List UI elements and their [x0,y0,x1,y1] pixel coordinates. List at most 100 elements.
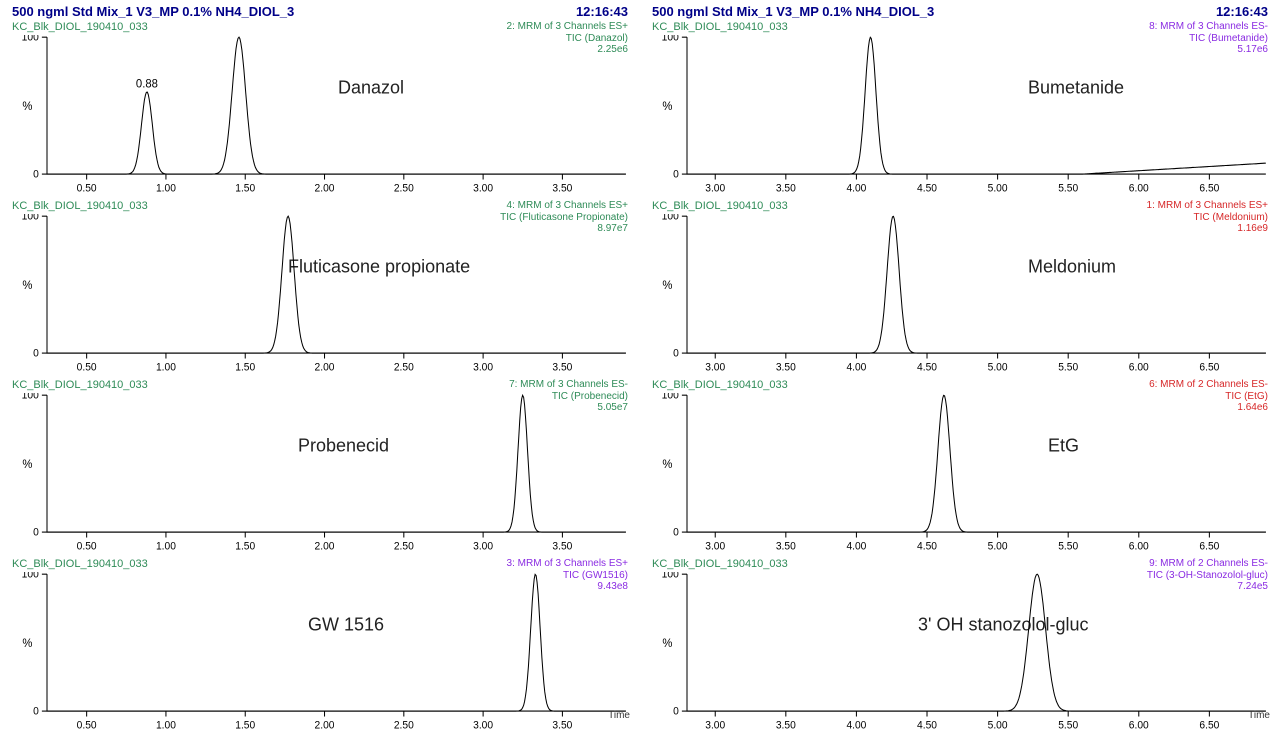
svg-text:5.50: 5.50 [1058,540,1078,552]
chromatogram-panel: KC_Blk_DIOL_190410_0332: MRM of 3 Channe… [8,21,632,198]
svg-text:4.50: 4.50 [917,540,937,552]
svg-text:%: % [662,458,672,471]
svg-text:3.00: 3.00 [705,361,725,373]
svg-text:0.50: 0.50 [77,361,97,373]
peak-label: 5.28 [1026,572,1048,573]
peak-label: 1.46 [228,35,250,36]
svg-text:0: 0 [673,168,679,180]
svg-text:6.50: 6.50 [1199,719,1219,731]
svg-text:100: 100 [662,214,679,223]
svg-text:4.00: 4.00 [846,361,866,373]
panel-subtitle: KC_Blk_DIOL_190410_033 [652,558,788,570]
title-left: 500 ngml Std Mix_1 V3_MP 0.1% NH4_DIOL_3 [12,4,294,19]
svg-text:6.50: 6.50 [1199,540,1219,552]
svg-text:3.00: 3.00 [705,719,725,731]
svg-text:2.00: 2.00 [315,361,335,373]
chromatogram-svg: 0100%3.003.504.004.505.005.506.006.504.1… [648,35,1272,198]
svg-text:0.50: 0.50 [77,540,97,552]
svg-text:3.50: 3.50 [776,361,796,373]
chromatogram-panel: KC_Blk_DIOL_190410_0337: MRM of 3 Channe… [8,379,632,556]
svg-text:%: % [22,458,32,471]
svg-text:100: 100 [22,214,39,223]
svg-text:6.50: 6.50 [1199,361,1219,373]
peak-label: 3.25 [512,393,534,394]
peak-label: 3.33 [524,572,546,573]
svg-text:1.00: 1.00 [156,182,176,194]
svg-text:3.50: 3.50 [552,719,572,731]
chromatogram-svg: 0100%0.501.001.502.002.503.003.503.33 [8,572,632,735]
svg-text:5.00: 5.00 [988,540,1008,552]
svg-text:0.50: 0.50 [77,182,97,194]
peak-label: 4.10 [860,35,882,36]
svg-text:0: 0 [673,705,679,717]
chromatogram-panel: KC_Blk_DIOL_190410_0339: MRM of 2 Channe… [648,558,1272,735]
svg-text:100: 100 [22,572,39,581]
svg-text:1.00: 1.00 [156,361,176,373]
svg-text:3.00: 3.00 [705,182,725,194]
svg-text:3.00: 3.00 [473,540,493,552]
svg-text:3.50: 3.50 [552,540,572,552]
svg-text:4.00: 4.00 [846,182,866,194]
svg-text:100: 100 [22,35,39,44]
svg-text:%: % [662,279,672,292]
svg-text:%: % [22,279,32,292]
svg-text:0: 0 [33,526,39,538]
svg-text:%: % [662,637,672,650]
svg-text:0: 0 [673,347,679,359]
svg-text:2.00: 2.00 [315,540,335,552]
peak-label: 0.88 [136,77,158,90]
svg-text:5.50: 5.50 [1058,361,1078,373]
svg-text:3.00: 3.00 [473,719,493,731]
title-right: 12:16:43 [1216,4,1268,19]
svg-text:100: 100 [22,393,39,402]
panel-subtitle: KC_Blk_DIOL_190410_033 [12,21,148,33]
svg-text:1.50: 1.50 [235,540,255,552]
svg-text:6.00: 6.00 [1129,182,1149,194]
svg-text:4.50: 4.50 [917,182,937,194]
svg-text:0: 0 [673,526,679,538]
svg-text:1.00: 1.00 [156,719,176,731]
chromatogram-svg: 0 100% 0.50 1.00 1.50 2.00 2.50 3.00 3.50 1.77 [8,214,632,377]
svg-text:5.00: 5.00 [988,361,1008,373]
svg-text:1.50: 1.50 [235,361,255,373]
svg-text:3.00: 3.00 [473,361,493,373]
chromatogram-panel: KC_Blk_DIOL_190410_0338: MRM of 3 Channe… [648,21,1272,198]
title-right: 12:16:43 [576,4,628,19]
svg-text:4.00: 4.00 [846,540,866,552]
panel-subtitle: KC_Blk_DIOL_190410_033 [652,200,788,212]
x-axis-label: Time [1248,710,1270,721]
panel-subtitle: KC_Blk_DIOL_190410_033 [652,21,788,33]
svg-text:4.50: 4.50 [917,361,937,373]
peak-label: 4.62 [933,393,955,394]
svg-text:6.50: 6.50 [1199,182,1219,194]
svg-text:3.50: 3.50 [552,182,572,194]
svg-text:2.50: 2.50 [394,719,414,731]
svg-text:3.50: 3.50 [552,361,572,373]
svg-text:5.50: 5.50 [1058,719,1078,731]
svg-text:3.50: 3.50 [776,719,796,731]
svg-text:%: % [22,637,32,650]
svg-text:0: 0 [33,705,39,717]
svg-text:0: 0 [33,347,39,359]
svg-text:2.00: 2.00 [315,182,335,194]
peak-label: 1.77 [277,214,299,215]
panel-subtitle: KC_Blk_DIOL_190410_033 [12,200,148,212]
svg-text:3.50: 3.50 [776,540,796,552]
column-title: 500 ngml Std Mix_1 V3_MP 0.1% NH4_DIOL_3… [8,4,632,19]
panel-subtitle: KC_Blk_DIOL_190410_033 [12,558,148,570]
svg-text:5.00: 5.00 [988,719,1008,731]
svg-text:2.50: 2.50 [394,540,414,552]
svg-text:2.50: 2.50 [394,182,414,194]
svg-text:100: 100 [662,393,679,402]
svg-text:2.00: 2.00 [315,719,335,731]
chromatogram-panel: KC_Blk_DIOL_190410_0334: MRM of 3 Channe… [8,200,632,377]
svg-text:1.00: 1.00 [156,540,176,552]
chromatogram-svg: 0100%3.003.504.004.505.005.506.006.504.6… [648,393,1272,556]
svg-text:100: 100 [662,572,679,581]
chromatogram-panel: KC_Blk_DIOL_190410_0336: MRM of 2 Channe… [648,379,1272,556]
svg-text:2.50: 2.50 [394,361,414,373]
svg-text:6.00: 6.00 [1129,361,1149,373]
x-axis-label: Time [608,710,630,721]
svg-text:4.00: 4.00 [846,719,866,731]
svg-text:100: 100 [662,35,679,44]
